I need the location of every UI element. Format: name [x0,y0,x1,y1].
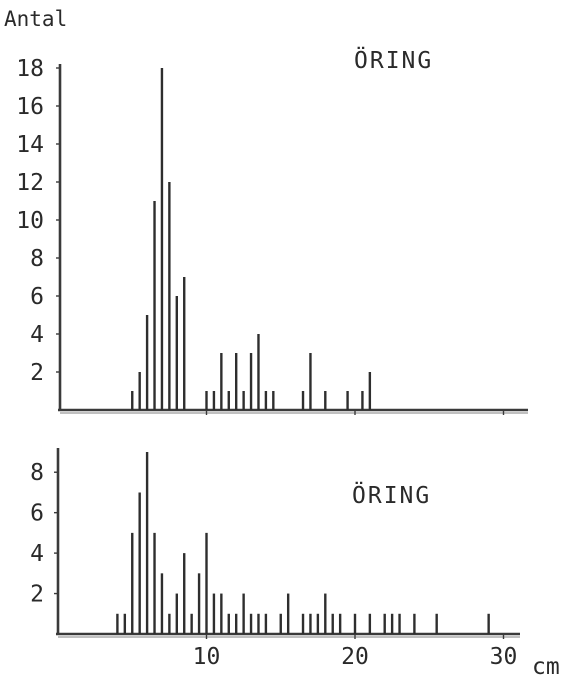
y-tick-label: 6 [30,501,44,527]
y-tick-label: 4 [30,322,44,348]
y-tick-label: 4 [30,541,44,567]
x-tick-label: 10 [193,644,221,670]
y-axis-title: Antal [4,7,67,31]
y-tick-label: 12 [16,170,44,196]
x-axis-unit: cm [532,654,560,678]
x-tick-label: 20 [341,644,369,670]
y-tick-label: 16 [16,94,44,120]
upper-panel-title: ÖRING [354,46,433,74]
lower-panel-title: ÖRING [352,481,431,509]
y-tick-label: 6 [30,284,44,310]
y-tick-label: 10 [16,208,44,234]
y-tick-label: 8 [30,460,44,486]
y-tick-label: 2 [30,360,44,386]
lower-panel: ÖRING cm 2 4 6 8 10 20 30 [30,448,560,680]
x-tick-label: 30 [490,644,518,670]
y-tick-label: 18 [16,56,44,82]
y-tick-label: 14 [16,132,44,158]
y-tick-label: 8 [30,246,44,272]
upper-panel: Antal ÖRING 2 4 6 8 10 12 14 16 18 [4,7,528,415]
y-tick-label: 2 [30,582,44,608]
